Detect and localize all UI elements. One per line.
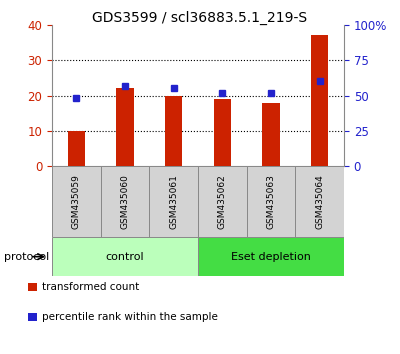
Bar bbox=[311, 35, 328, 166]
Text: GDS3599 / scl36883.5.1_219-S: GDS3599 / scl36883.5.1_219-S bbox=[92, 11, 308, 25]
Text: GSM435061: GSM435061 bbox=[169, 174, 178, 229]
Bar bbox=[101, 166, 149, 237]
Text: Eset depletion: Eset depletion bbox=[231, 252, 311, 262]
Text: GSM435063: GSM435063 bbox=[266, 174, 276, 229]
Text: GSM435064: GSM435064 bbox=[315, 175, 324, 229]
Bar bbox=[198, 166, 247, 237]
Text: GSM435059: GSM435059 bbox=[72, 174, 81, 229]
Text: GSM435062: GSM435062 bbox=[218, 175, 227, 229]
Text: percentile rank within the sample: percentile rank within the sample bbox=[42, 312, 218, 322]
Bar bbox=[214, 99, 231, 166]
Text: control: control bbox=[106, 252, 144, 262]
Bar bbox=[198, 237, 344, 276]
Bar bbox=[116, 88, 134, 166]
Bar bbox=[295, 166, 344, 237]
Bar bbox=[52, 237, 198, 276]
Bar bbox=[165, 96, 182, 166]
Bar bbox=[52, 166, 101, 237]
Bar bbox=[149, 166, 198, 237]
Text: GSM435060: GSM435060 bbox=[120, 174, 130, 229]
Bar bbox=[262, 103, 280, 166]
Text: protocol: protocol bbox=[4, 252, 49, 262]
Bar bbox=[247, 166, 295, 237]
Text: transformed count: transformed count bbox=[42, 282, 139, 292]
Bar bbox=[68, 131, 85, 166]
